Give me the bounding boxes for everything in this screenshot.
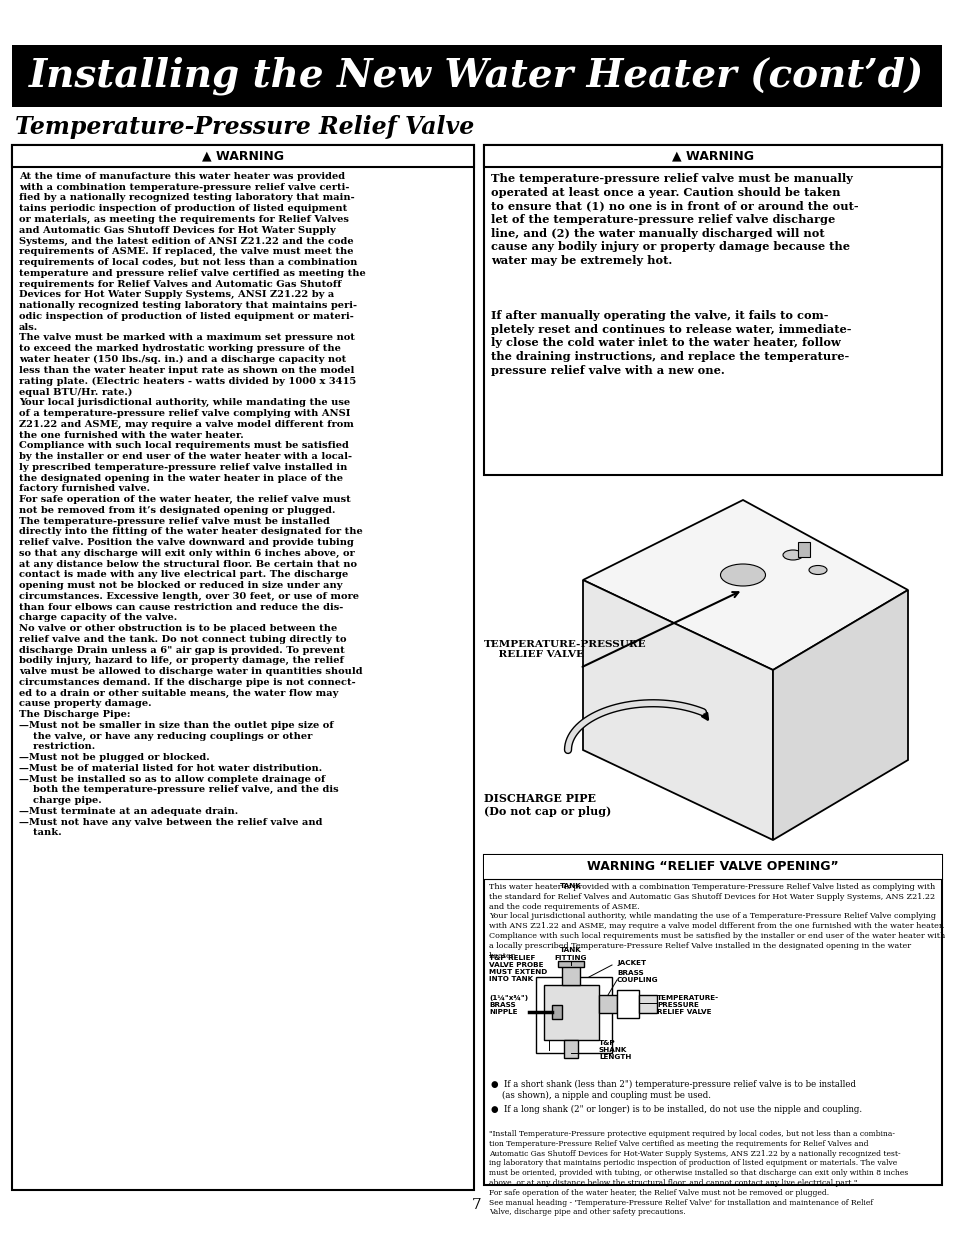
Bar <box>536 977 612 1053</box>
Bar <box>552 1005 561 1019</box>
Text: ▲ WARNING: ▲ WARNING <box>202 149 284 163</box>
Bar <box>563 1040 578 1058</box>
Text: 7: 7 <box>472 1198 481 1212</box>
Text: This water heater is provided with a combination Temperature-Pressure Relief Val: This water heater is provided with a com… <box>489 883 944 960</box>
Text: At the time of manufacture this water heater was provided
with a combination tem: At the time of manufacture this water he… <box>19 172 365 837</box>
Text: ●  If a long shank (2" or longer) is to be installed, do not use the nipple and : ● If a long shank (2" or longer) is to b… <box>491 1105 862 1114</box>
Text: TANK: TANK <box>559 883 581 889</box>
Text: (1¼"x¾")
BRASS
NIPPLE: (1¼"x¾") BRASS NIPPLE <box>489 995 528 1015</box>
Text: TEMPERATURE-
PRESSURE
RELIEF VALVE: TEMPERATURE- PRESSURE RELIEF VALVE <box>657 995 719 1015</box>
Bar <box>12 144 474 167</box>
Text: BRASS: BRASS <box>617 969 643 976</box>
Bar <box>617 990 639 1018</box>
Bar <box>483 144 941 167</box>
Text: "Install Temperature-Pressure protective equipment required by local codes, but : "Install Temperature-Pressure protective… <box>489 1130 907 1216</box>
Text: FITTING: FITTING <box>554 955 587 961</box>
Bar <box>558 961 583 967</box>
Text: T&P
SHANK
LENGTH: T&P SHANK LENGTH <box>598 1040 631 1060</box>
Text: Installing the New Water Heater (cont’d): Installing the New Water Heater (cont’d) <box>30 57 923 95</box>
Bar <box>797 542 809 557</box>
Text: DISCHARGE PIPE
(Do not cap or plug): DISCHARGE PIPE (Do not cap or plug) <box>483 793 611 816</box>
Bar <box>483 855 941 1186</box>
Text: ▲ WARNING: ▲ WARNING <box>671 149 753 163</box>
Text: JACKET: JACKET <box>617 960 645 966</box>
Text: Temperature-Pressure Relief Valve: Temperature-Pressure Relief Valve <box>15 115 474 140</box>
Text: TANK: TANK <box>559 947 581 953</box>
Bar <box>561 965 579 986</box>
Bar <box>12 44 941 107</box>
Text: COUPLING: COUPLING <box>617 977 658 983</box>
Bar <box>12 144 474 1191</box>
Polygon shape <box>582 500 907 671</box>
Text: If after manually operating the valve, it fails to com-
pletely reset and contin: If after manually operating the valve, i… <box>491 310 851 375</box>
Text: The temperature-pressure relief valve must be manually
operated at least once a : The temperature-pressure relief valve mu… <box>491 173 858 267</box>
Text: ●  If a short shank (less than 2") temperature-pressure relief valve is to be in: ● If a short shank (less than 2") temper… <box>491 1079 855 1099</box>
Text: WARNING “RELIEF VALVE OPENING”: WARNING “RELIEF VALVE OPENING” <box>587 861 838 873</box>
Text: T&P RELIEF
VALVE PROBE
MUST EXTEND
INTO TANK: T&P RELIEF VALVE PROBE MUST EXTEND INTO … <box>489 955 547 982</box>
Bar <box>598 995 617 1013</box>
Bar <box>483 855 941 879</box>
Ellipse shape <box>808 566 826 574</box>
Bar <box>543 986 598 1040</box>
Text: TEMPERATURE-PRESSURE
    RELIEF VALVE: TEMPERATURE-PRESSURE RELIEF VALVE <box>483 640 646 659</box>
Polygon shape <box>582 580 772 840</box>
Ellipse shape <box>782 550 802 559</box>
Bar <box>483 144 941 475</box>
Polygon shape <box>772 590 907 840</box>
Ellipse shape <box>720 564 764 585</box>
Bar <box>639 995 657 1013</box>
